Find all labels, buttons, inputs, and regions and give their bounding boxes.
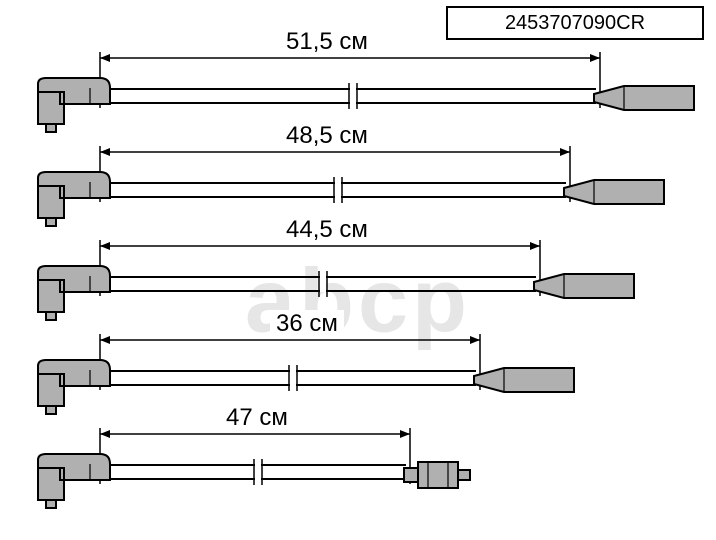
part-number-box: 2453707090CR [446,6,704,40]
dimension-label: 44,5 см [280,216,374,244]
technical-drawing: 51,5 см48,5 см44,5 см36 см47 см [0,40,716,540]
cable-row-5: 47 см [0,416,716,512]
dimension-label: 36 см [270,310,344,338]
cable-diagram [0,416,716,512]
dimension-label: 47 см [220,404,294,432]
cable-row-4: 36 см [0,322,716,418]
part-number: 2453707090CR [505,12,645,35]
cable-row-3: 44,5 см [0,228,716,324]
dimension-label: 48,5 см [280,122,374,150]
cable-diagram [0,322,716,418]
dimension-label: 51,5 см [280,28,374,56]
